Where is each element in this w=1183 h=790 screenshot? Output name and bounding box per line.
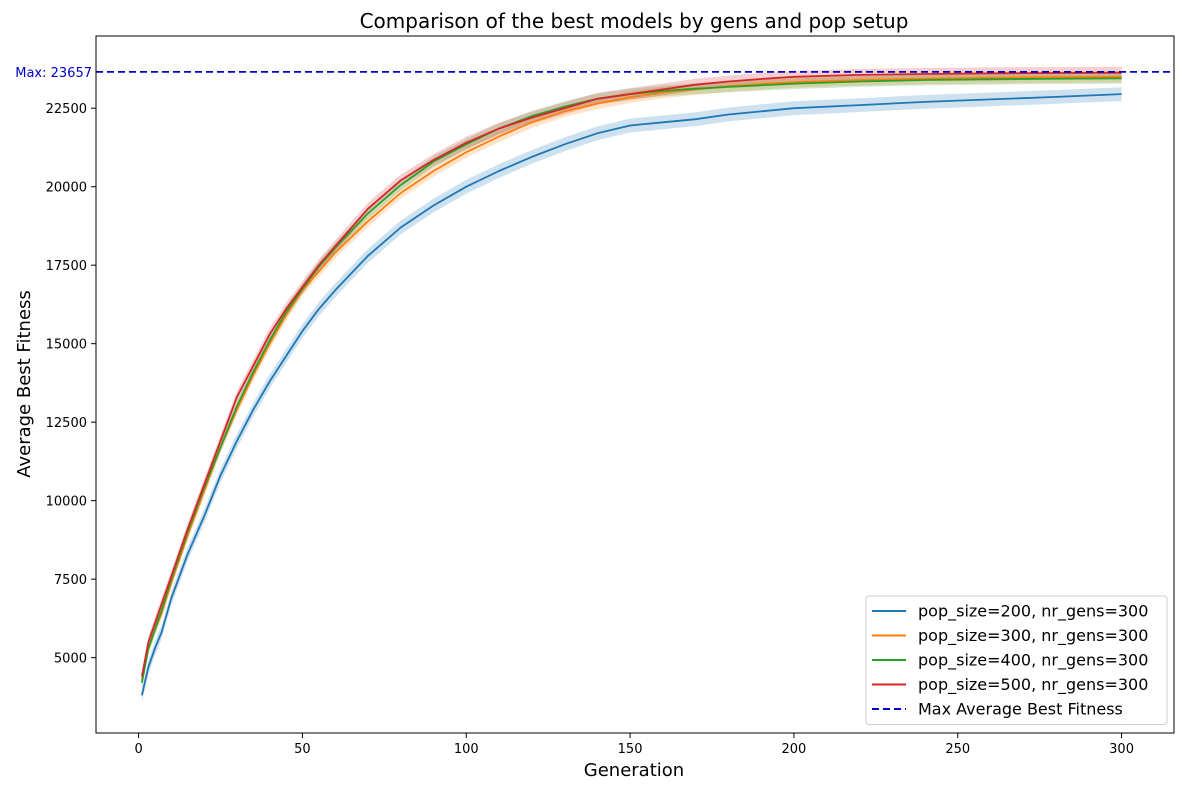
y-tick-label: 15000: [46, 338, 87, 353]
series-lines: [141, 71, 1122, 696]
series-band-1: [141, 87, 1122, 703]
y-axis-title: Average Best Fitness: [14, 290, 35, 478]
series-line-3: [141, 77, 1122, 683]
legend-label: pop_size=200, nr_gens=300: [918, 602, 1148, 622]
legend-label: pop_size=500, nr_gens=300: [918, 675, 1148, 695]
y-tick-label: 12500: [46, 416, 87, 431]
series-band-4: [141, 66, 1122, 683]
legend-label: pop_size=400, nr_gens=300: [918, 651, 1148, 671]
x-tick-label: 250: [945, 742, 970, 757]
x-tick-label: 100: [454, 742, 479, 757]
x-tick-label: 200: [782, 742, 807, 757]
plot-area-frame: [95, 35, 1175, 734]
legend-frame: [865, 595, 1168, 725]
x-tick-label: 0: [134, 742, 142, 757]
chart-title: Comparison of the best models by gens an…: [360, 9, 909, 33]
y-tick-label: 22500: [46, 102, 87, 117]
x-axis: 0 50 100 150 200 250 300: [134, 733, 1134, 757]
y-tick-label: 7500: [54, 573, 87, 588]
y-tick-label: 17500: [46, 259, 87, 274]
x-axis-title: Generation: [584, 760, 684, 781]
x-tick-label: 150: [618, 742, 643, 757]
x-tick-label: 50: [294, 742, 311, 757]
legend-label: pop_size=300, nr_gens=300: [918, 626, 1148, 646]
series-line-4: [141, 71, 1122, 677]
series-band-2: [141, 71, 1122, 686]
y-tick-label: 5000: [54, 652, 87, 667]
max-line-group: Max: 23657: [15, 66, 1174, 81]
x-tick-label: 300: [1109, 742, 1134, 757]
y-tick-label: 20000: [46, 181, 87, 196]
legend: pop_size=200, nr_gens=300 pop_size=300, n…: [865, 595, 1168, 725]
legend-label: Max Average Best Fitness: [918, 700, 1123, 719]
y-tick-label: 10000: [46, 495, 87, 510]
y-axis: 5000 7500 10000 12500 15000 17500 20000 22500: [46, 102, 96, 667]
confidence-bands: [141, 66, 1122, 703]
series-line-1: [141, 93, 1122, 696]
max-value-label: Max: 23657: [15, 66, 92, 81]
series-line-2: [141, 75, 1122, 680]
